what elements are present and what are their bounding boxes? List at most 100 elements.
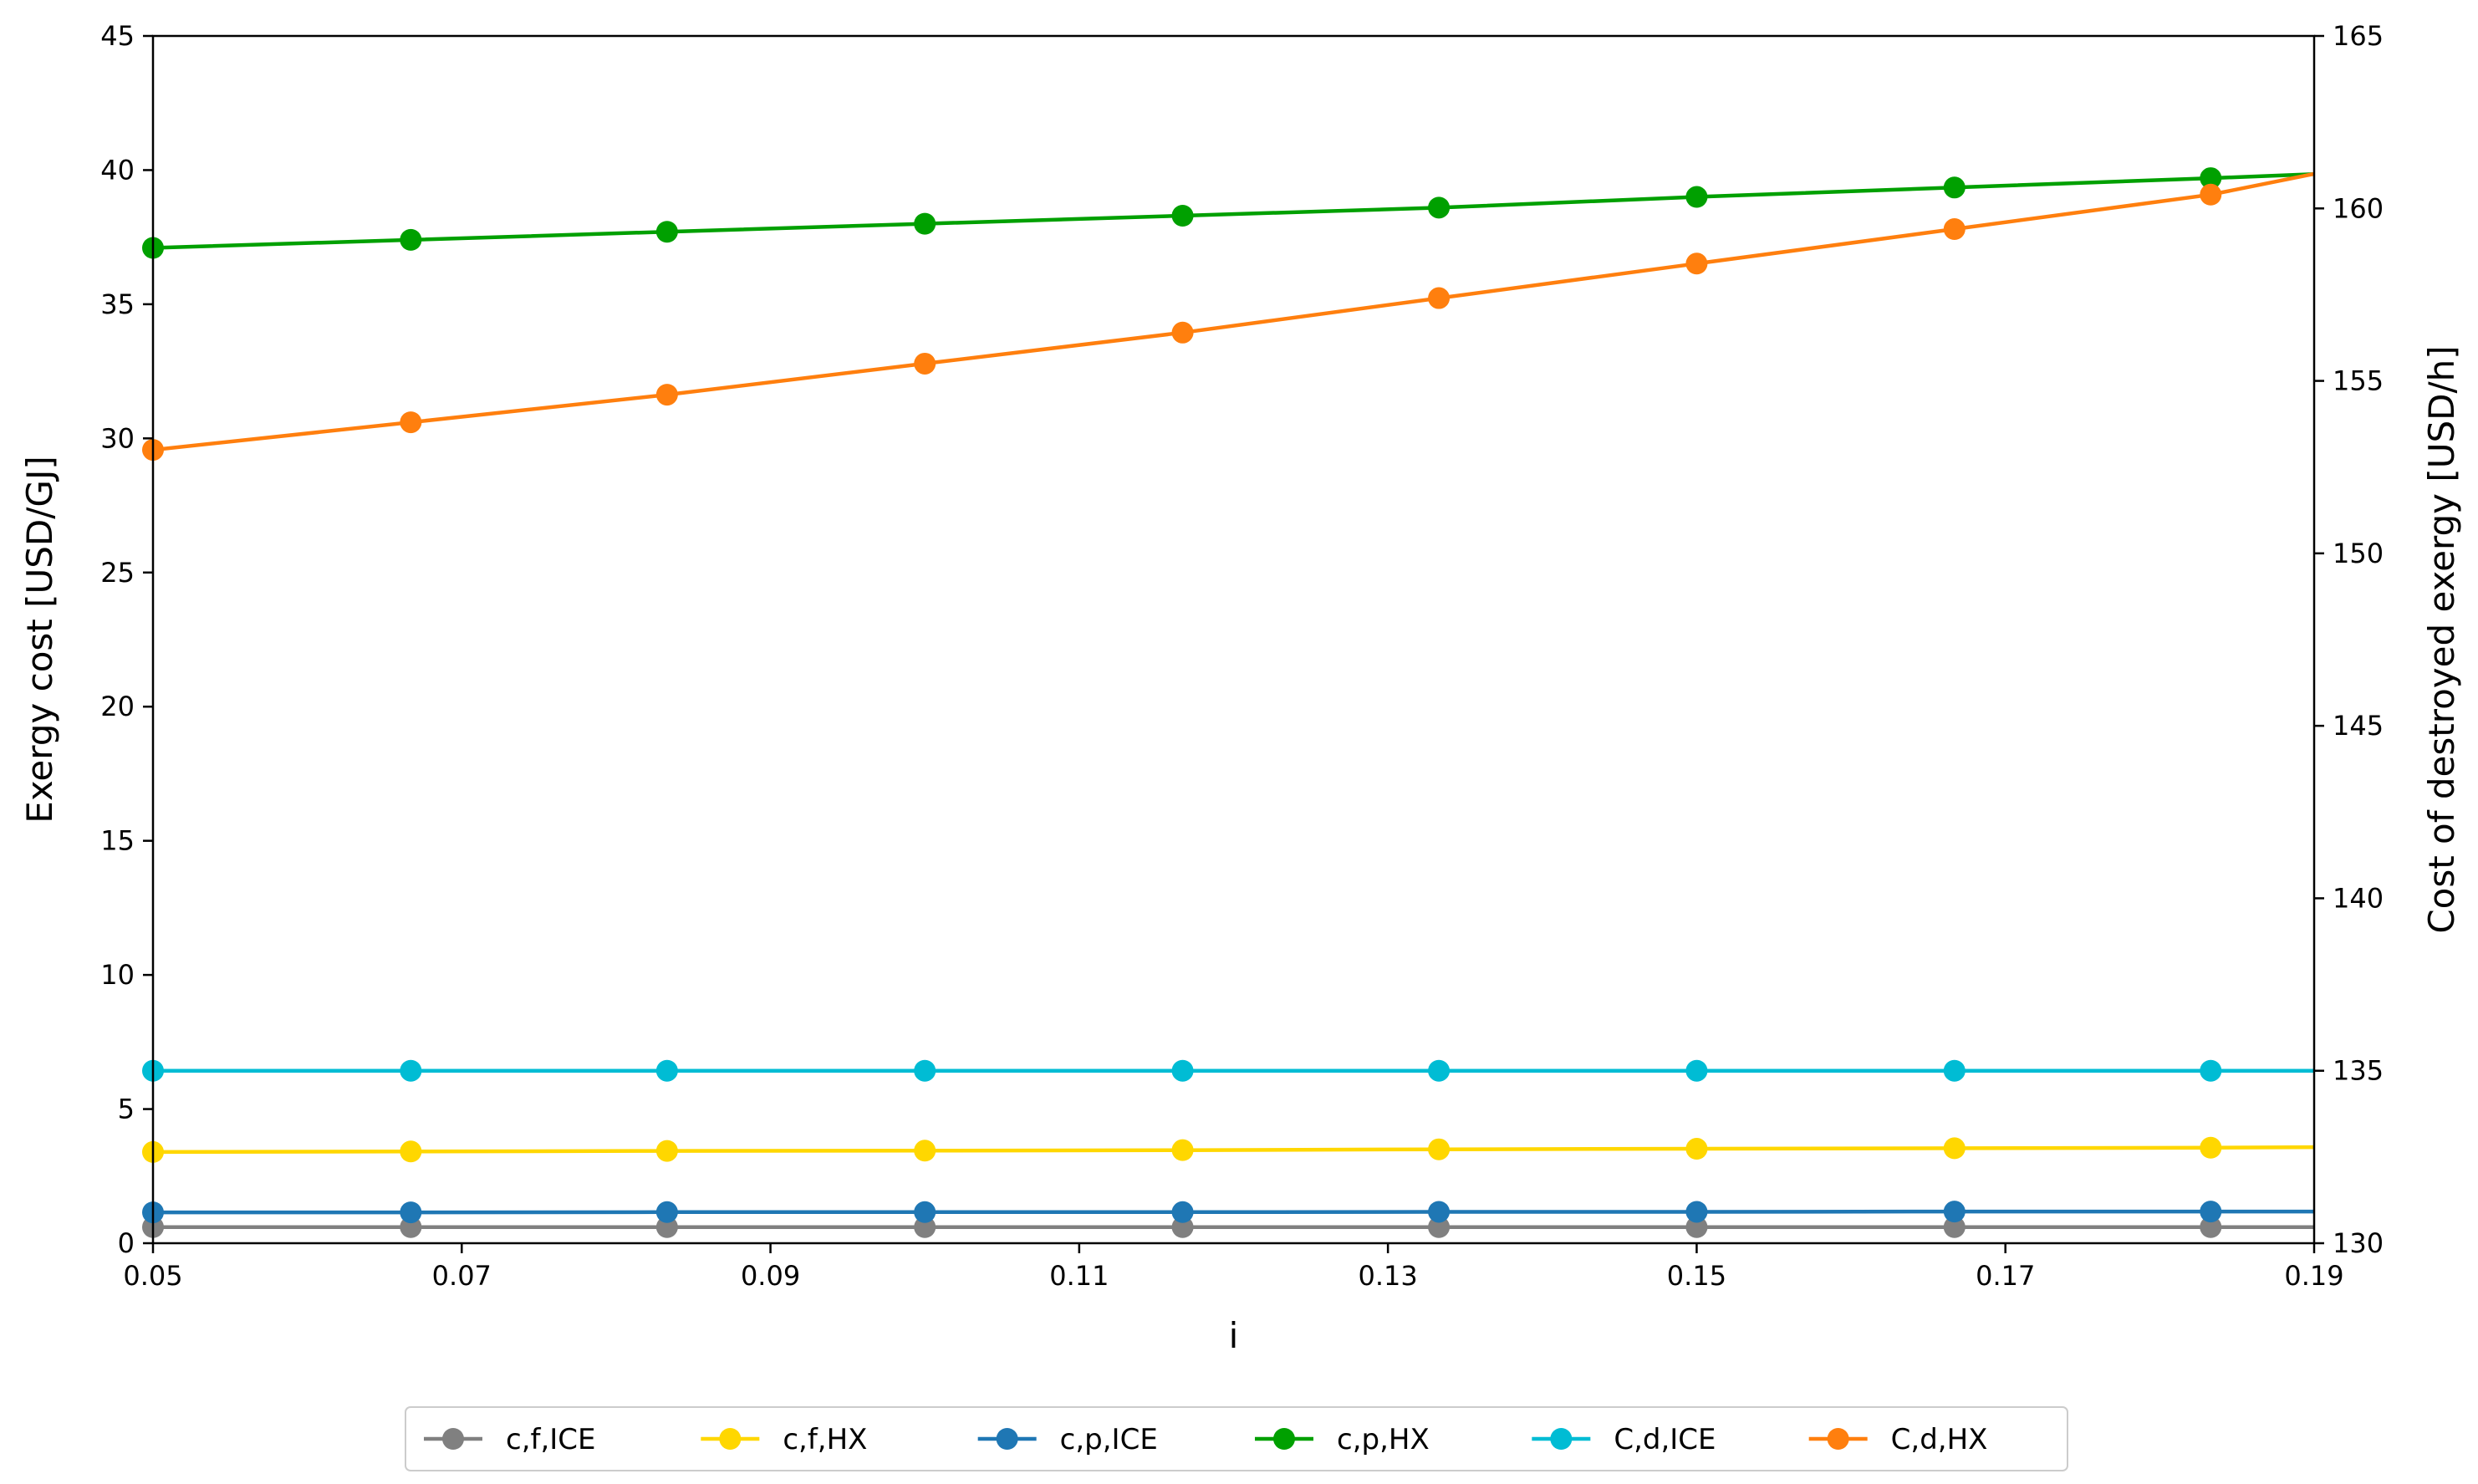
left-y-tick-label: 30 (100, 422, 135, 454)
data-point (655, 384, 678, 406)
data-point (1428, 287, 1451, 309)
x-tick-label: 0.13 (1359, 1260, 1418, 1292)
left-y-tick-label: 45 (100, 20, 135, 52)
legend-item: c,p,HX (1255, 1423, 1430, 1456)
series-c-d-ice (142, 1059, 2314, 1082)
data-point (655, 1059, 678, 1082)
data-point (1685, 1201, 1708, 1223)
right-y-axis-label: Cost of destroyed exergy [USD/h] (2421, 345, 2462, 933)
right-y-tick-label: 135 (2333, 1055, 2384, 1087)
legend-label: C,d,ICE (1614, 1423, 1716, 1456)
data-point (655, 1140, 678, 1162)
data-point (2200, 1216, 2222, 1238)
left-y-tick-label: 15 (100, 825, 135, 857)
data-point (400, 1201, 422, 1224)
legend-label: C,d,HX (1891, 1423, 1988, 1456)
x-axis-label: i (1229, 1315, 1239, 1356)
right-y-tick-label: 145 (2333, 710, 2384, 742)
series-c-p-hx (142, 167, 2314, 259)
right-y-tick-label: 155 (2333, 365, 2384, 397)
x-tick-label: 0.11 (1049, 1260, 1109, 1292)
x-tick-label: 0.15 (1667, 1260, 1726, 1292)
data-point (1685, 186, 1708, 208)
legend-box (405, 1406, 2068, 1471)
data-point (1943, 1216, 1966, 1238)
x-tick-label: 0.17 (1976, 1260, 2035, 1292)
data-point (1428, 1138, 1451, 1160)
right-y-tick-label: 140 (2333, 882, 2384, 914)
data-point (1428, 196, 1451, 219)
x-tick-label: 0.07 (432, 1260, 492, 1292)
left-y-tick-label: 5 (118, 1094, 135, 1125)
data-point (400, 411, 422, 434)
left-y-tick-label: 35 (100, 288, 135, 320)
legend-marker (442, 1428, 464, 1450)
data-point (400, 1140, 422, 1163)
legend-label: c,f,HX (783, 1423, 867, 1456)
legend-marker (1550, 1428, 1573, 1450)
right-y-tick-label: 130 (2333, 1227, 2384, 1259)
series-line (153, 1209, 2314, 1215)
data-point (1428, 1216, 1451, 1238)
series-c-p-ice (142, 1201, 2314, 1224)
left-y-tick-label: 25 (100, 557, 135, 589)
data-point (2200, 1059, 2222, 1082)
legend-item: c,p,ICE (977, 1423, 1158, 1456)
data-point (1943, 176, 1966, 199)
series-c-f-ice (142, 1216, 2314, 1238)
x-tick-label: 0.05 (123, 1260, 182, 1292)
data-point (1171, 204, 1194, 227)
data-point (1171, 321, 1194, 344)
data-point (1943, 1137, 1966, 1160)
data-point (914, 1201, 936, 1223)
series-line (153, 171, 2314, 452)
data-point (1943, 1201, 1966, 1223)
left-y-axis-ticks: 0 5 10 15 20 25 30 35 40 45 (100, 20, 153, 1259)
data-point (1685, 1138, 1708, 1160)
series-c-d-hx (142, 171, 2314, 462)
series-layer (142, 167, 2314, 1238)
left-y-tick-label: 10 (100, 959, 135, 991)
right-y-tick-label: 160 (2333, 192, 2384, 224)
series-c-f-hx (142, 1136, 2314, 1163)
data-point (2200, 1201, 2222, 1223)
data-point (1943, 1059, 1966, 1082)
x-tick-label: 0.19 (2284, 1260, 2343, 1292)
data-point (655, 1201, 678, 1223)
data-point (914, 1140, 936, 1162)
legend-marker (996, 1428, 1018, 1450)
legend-label: c,p,HX (1337, 1423, 1430, 1456)
data-point (914, 352, 936, 375)
right-y-axis-ticks: 130 135 140 145 150 155 160 165 (2314, 20, 2384, 1259)
legend-label: c,p,ICE (1060, 1423, 1158, 1456)
series-line (153, 172, 2314, 250)
data-point (2200, 1136, 2222, 1159)
legend-label: c,f,ICE (506, 1423, 596, 1456)
data-point (1685, 252, 1708, 275)
left-y-tick-label: 0 (118, 1227, 135, 1259)
left-y-axis-label: Exergy cost [USD/GJ] (19, 456, 60, 823)
legend-item: c,f,HX (701, 1423, 867, 1456)
data-point (1685, 1059, 1708, 1082)
legend-item: C,d,ICE (1532, 1423, 1716, 1456)
data-point (1171, 1139, 1194, 1161)
legend-item: c,f,ICE (424, 1423, 596, 1456)
data-point (1685, 1216, 1708, 1238)
x-tick-label: 0.09 (741, 1260, 800, 1292)
left-y-tick-label: 40 (100, 154, 135, 186)
data-point (655, 221, 678, 243)
right-y-tick-label: 165 (2333, 20, 2384, 52)
data-point (1171, 1201, 1194, 1223)
right-y-tick-label: 150 (2333, 538, 2384, 569)
data-point (914, 1216, 936, 1238)
legend-marker (1827, 1428, 1849, 1450)
data-point (1171, 1059, 1194, 1082)
data-point (400, 228, 422, 251)
data-point (400, 1059, 422, 1082)
data-point (2200, 183, 2222, 206)
data-point (655, 1216, 678, 1238)
plot-frame (151, 34, 2316, 1245)
legend-item: C,d,HX (1808, 1423, 1988, 1456)
